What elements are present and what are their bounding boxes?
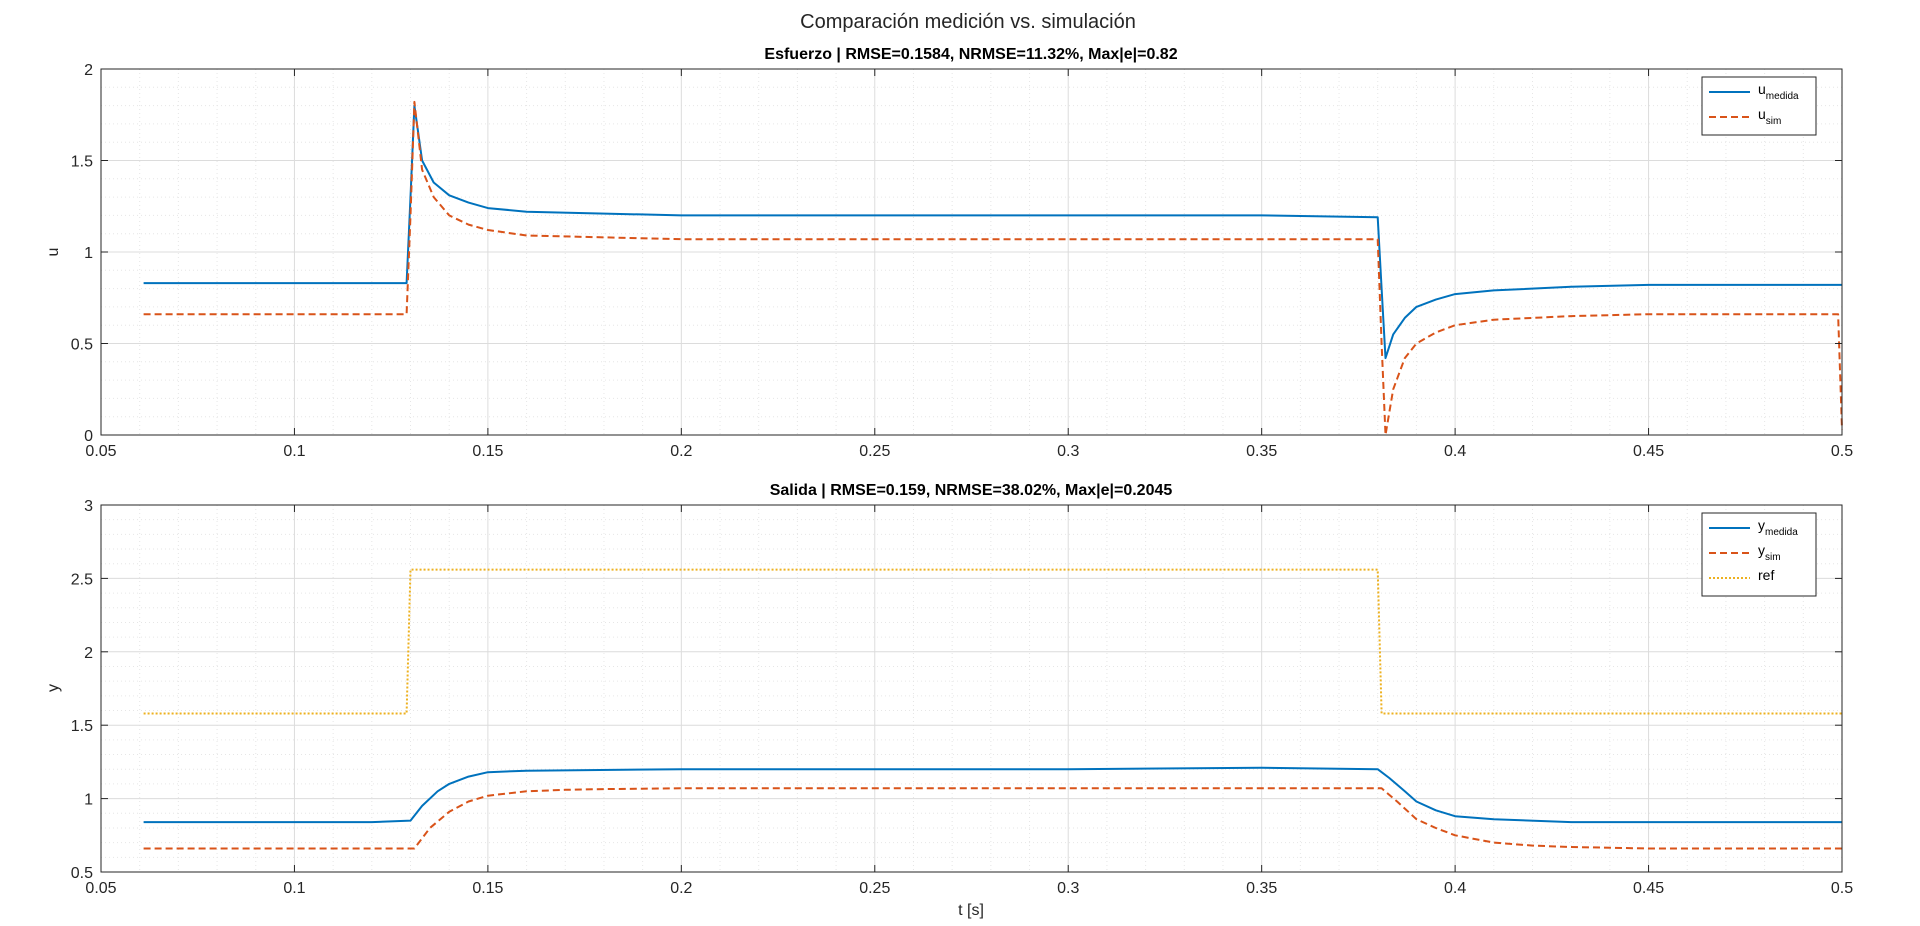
- x-tick-label: 0.45: [1633, 443, 1664, 460]
- x-tick-label: 0.2: [670, 880, 692, 897]
- plot-area: [101, 505, 1842, 872]
- x-tick-label: 0.25: [859, 880, 890, 897]
- series-line-medida: [143, 104, 1842, 360]
- x-tick-label: 0.25: [859, 443, 890, 460]
- x-tick-label: 0.1: [283, 443, 305, 460]
- subplot-title: Esfuerzo | RMSE=0.1584, NRMSE=11.32%, Ma…: [764, 46, 1177, 63]
- legend-box: [1701, 512, 1817, 597]
- series-line-sim: [143, 100, 1843, 436]
- y-tick-label: 0: [84, 428, 93, 445]
- x-tick-label: 0.1: [283, 880, 305, 897]
- legend-box: [1701, 76, 1817, 136]
- x-axis-label: t [s]: [958, 902, 984, 919]
- x-tick-label: 0.35: [1246, 880, 1277, 897]
- subplot-esfuerzo: Esfuerzo | RMSE=0.1584, NRMSE=11.32%, Ma…: [45, 46, 1853, 460]
- subplot-title: Salida | RMSE=0.159, NRMSE=38.02%, Max|e…: [770, 482, 1173, 499]
- x-tick-label: 0.3: [1057, 880, 1079, 897]
- y-tick-label: 0.5: [71, 337, 93, 354]
- series-line-sim: [143, 787, 1842, 850]
- x-tick-label: 0.05: [85, 443, 116, 460]
- figure-suptitle: Comparación medición vs. simulación: [800, 11, 1136, 33]
- y-tick-label: 0.5: [71, 865, 93, 882]
- x-tick-label: 0.2: [670, 443, 692, 460]
- axes-box: [100, 504, 1843, 873]
- x-tick-label: 0.5: [1831, 443, 1853, 460]
- x-tick-label: 0.45: [1633, 880, 1664, 897]
- x-tick-label: 0.4: [1444, 443, 1466, 460]
- x-tick-label: 0.5: [1831, 880, 1853, 897]
- y-tick-label: 2.5: [71, 571, 93, 588]
- series-line-medida: [143, 766, 1842, 824]
- y-tick-label: 1.5: [71, 154, 93, 171]
- x-tick-label: 0.4: [1444, 880, 1466, 897]
- y-axis-label: y: [45, 684, 62, 692]
- y-tick-label: 1.5: [71, 718, 93, 735]
- y-axis-label: u: [45, 248, 62, 257]
- y-tick-label: 1: [84, 792, 93, 809]
- x-tick-label: 0.15: [472, 880, 503, 897]
- y-tick-label: 3: [84, 498, 93, 515]
- x-tick-label: 0.15: [472, 443, 503, 460]
- x-tick-label: 0.35: [1246, 443, 1277, 460]
- y-tick-label: 2: [84, 645, 93, 662]
- y-tick-label: 2: [84, 62, 93, 79]
- x-tick-label: 0.3: [1057, 443, 1079, 460]
- y-tick-label: 1: [84, 245, 93, 262]
- x-tick-label: 0.05: [85, 880, 116, 897]
- subplot-salida: Salida | RMSE=0.159, NRMSE=38.02%, Max|e…: [45, 482, 1853, 919]
- legend-label: ref: [1758, 567, 1774, 583]
